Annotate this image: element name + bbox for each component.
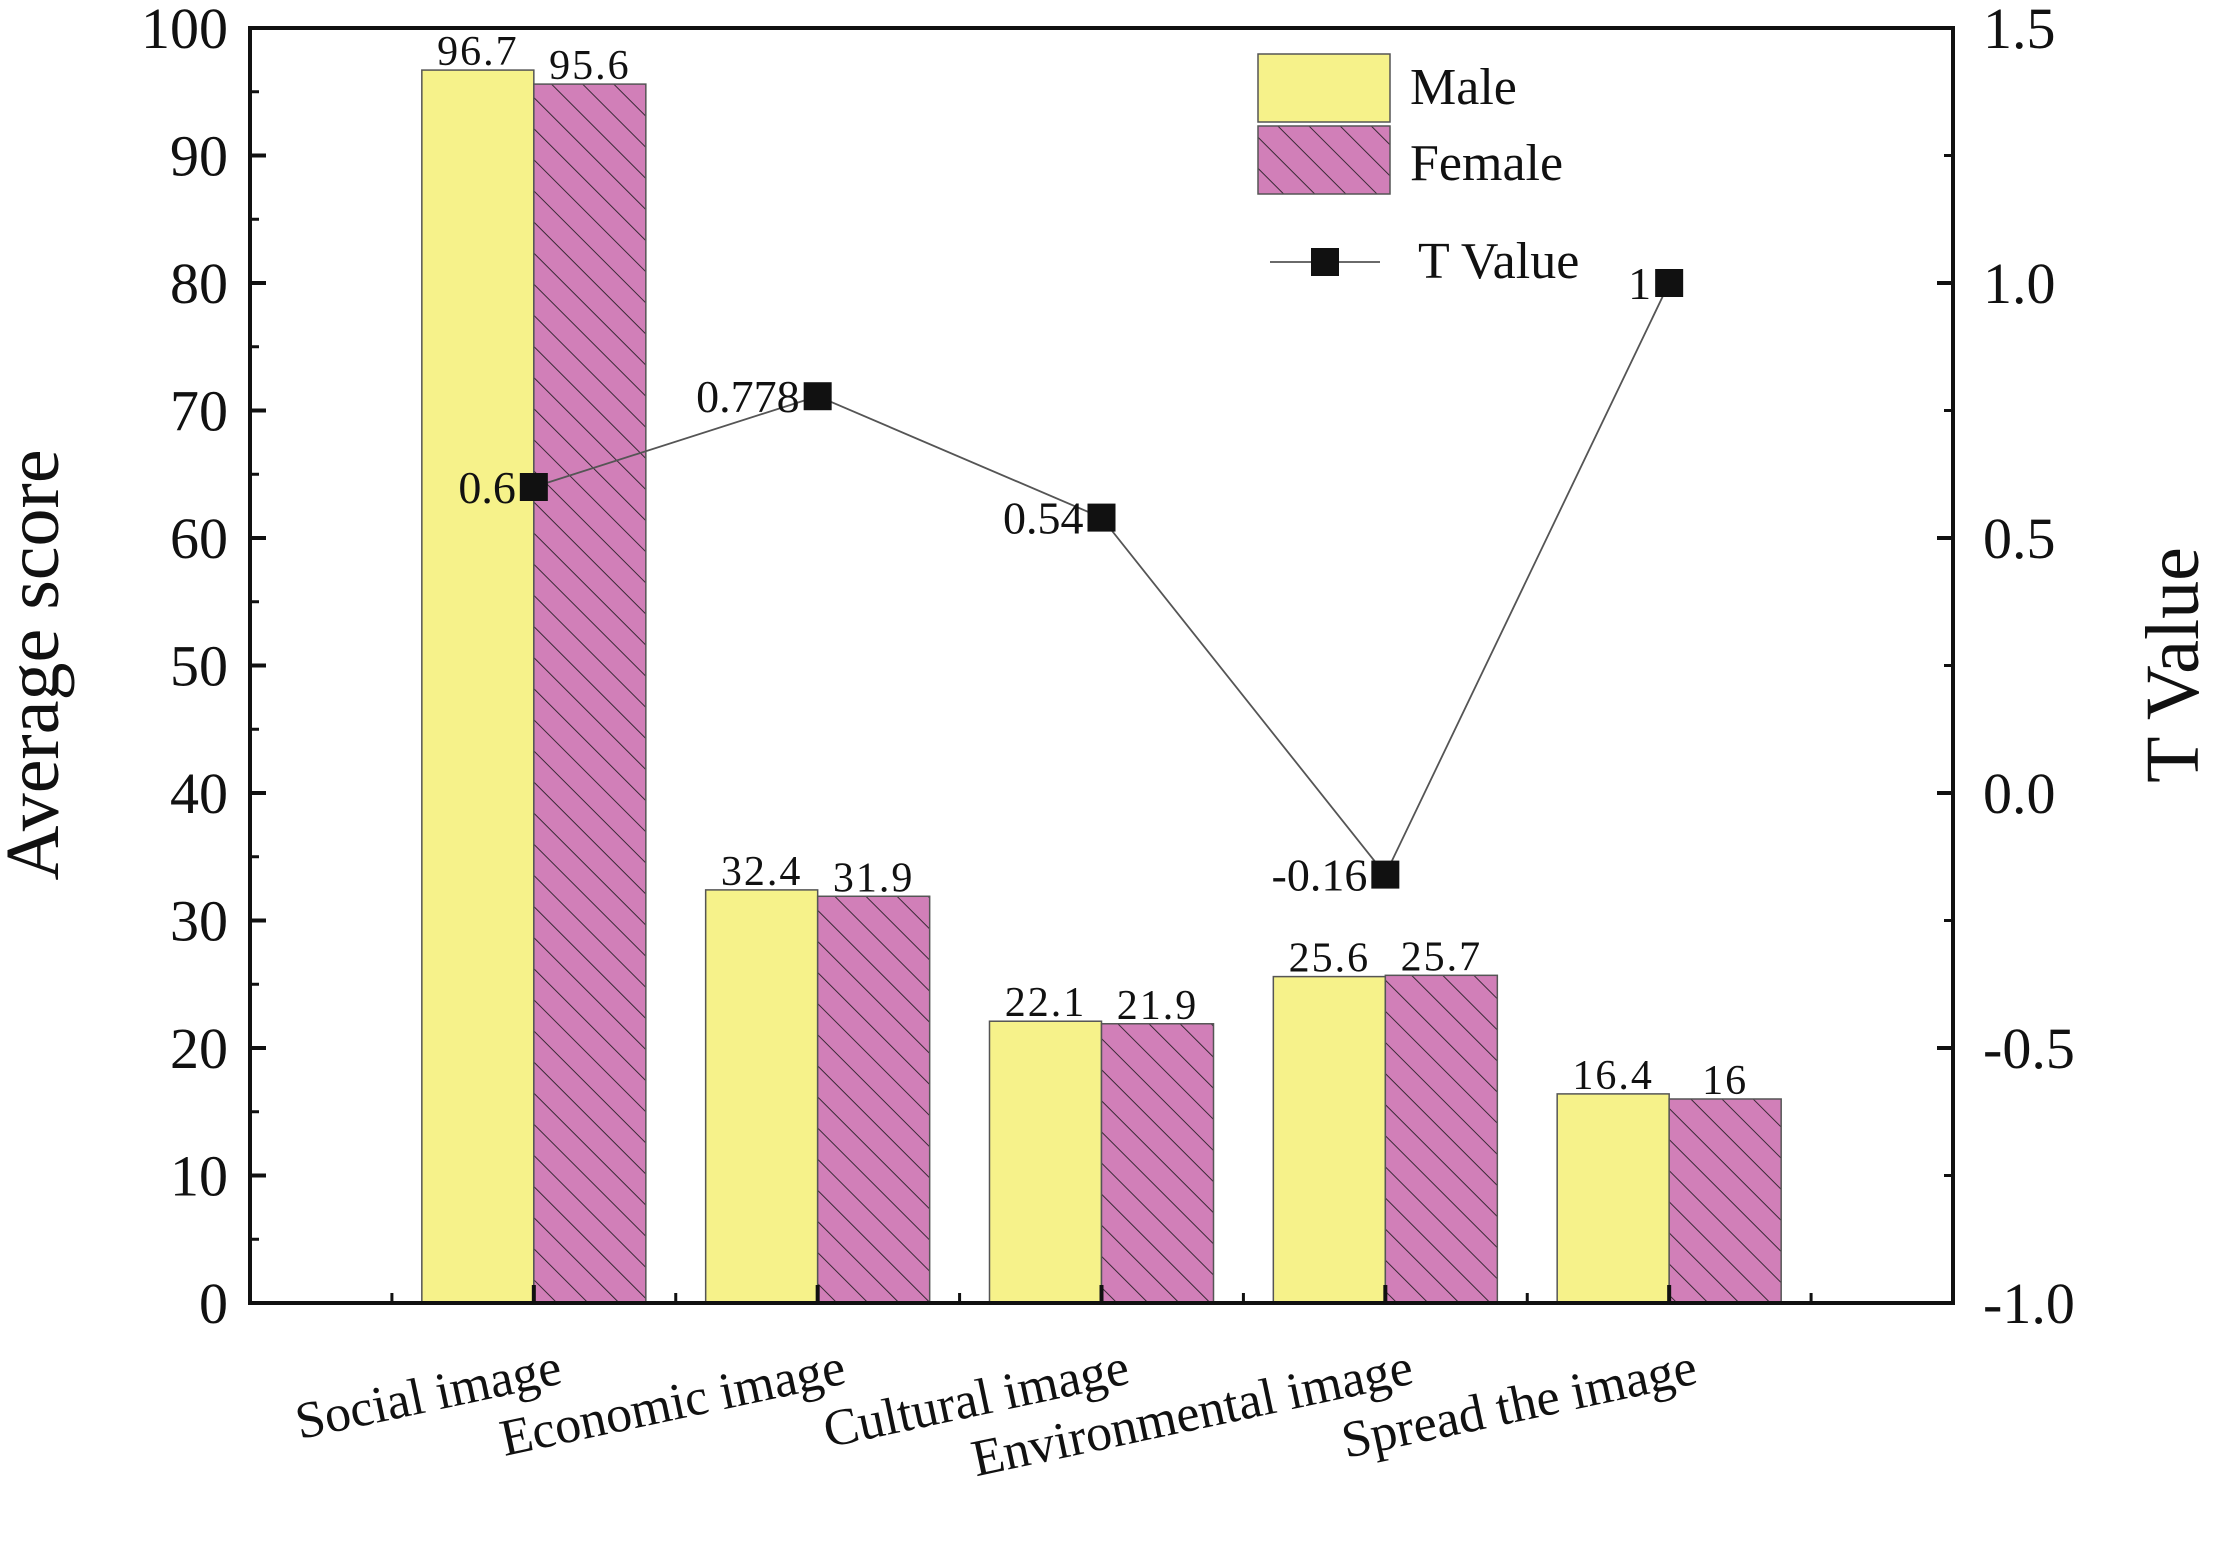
data-label-female-4: 25.7	[1401, 934, 1483, 980]
bar-female-3	[1100, 1023, 1215, 1304]
left-tick-label: 0	[199, 1271, 228, 1336]
t-value-marker-4	[1371, 860, 1400, 889]
left-tick-label: 60	[170, 506, 228, 571]
left-tick-label: 20	[170, 1016, 228, 1081]
bar-female-1	[533, 83, 647, 1304]
bar-male-1	[421, 69, 535, 1304]
legend-label-t-value: T Value	[1418, 233, 1579, 290]
data-label-male-1: 96.7	[437, 29, 519, 75]
bars-layer: 96.7 95.6 32.4 31.9 22.1 21.9 25.6 25.7 16.4 16	[421, 29, 1782, 1304]
t-value-label-3: 0.54	[1003, 493, 1084, 544]
legend-swatch-male	[1257, 53, 1391, 123]
right-tick-label: 0.0	[1983, 761, 2056, 826]
t-value-label-1: 0.6	[458, 462, 516, 513]
bar-male-4	[1272, 975, 1387, 1304]
t-value-marker-2	[803, 382, 832, 411]
bar-female-4	[1384, 974, 1499, 1304]
bar-female-5	[1668, 1098, 1782, 1304]
t-value-line-layer: 0.6 0.778 0.54 -0.16 1	[458, 258, 1684, 901]
bar-male-2	[704, 889, 819, 1304]
right-tick-label: 1.0	[1983, 251, 2056, 316]
y2-axis-title: T Value	[2131, 547, 2215, 783]
data-label-male-2: 32.4	[721, 849, 803, 895]
data-label-male-4: 25.6	[1289, 936, 1371, 982]
data-label-male-3: 22.1	[1005, 980, 1087, 1026]
legend: Male Female T Value	[1257, 53, 1579, 290]
data-label-female-1: 95.6	[549, 43, 631, 89]
legend-swatch-female	[1257, 125, 1391, 195]
data-label-female-5: 16	[1702, 1058, 1748, 1104]
data-label-male-5: 16.4	[1572, 1053, 1654, 1099]
legend-label-male: Male	[1410, 59, 1517, 116]
t-value-label-5: 1	[1628, 258, 1651, 309]
left-tick-label: 90	[170, 124, 228, 189]
data-label-female-2: 31.9	[833, 855, 915, 901]
right-tick-label: -0.5	[1983, 1016, 2075, 1081]
data-label-female-3: 21.9	[1117, 983, 1199, 1029]
bar-male-5	[1556, 1093, 1670, 1304]
right-tick-label: 1.5	[1983, 0, 2056, 61]
axes-layer: 0 10 20 30 40 50 60 70 80 90 100 -1.0 -0.5 0.0 0.5 1.0 1…	[0, 0, 2215, 1488]
bar-male-3	[988, 1020, 1103, 1304]
right-tick-label: 0.5	[1983, 506, 2056, 571]
t-value-marker-3	[1087, 503, 1116, 532]
t-value-label-2: 0.778	[696, 371, 800, 422]
left-tick-label: 70	[170, 379, 228, 444]
left-tick-label: 50	[170, 634, 228, 699]
right-tick-label: -1.0	[1983, 1271, 2075, 1336]
left-tick-label: 80	[170, 251, 228, 316]
t-value-marker-5	[1655, 269, 1684, 297]
left-tick-label: 30	[170, 889, 228, 954]
bar-female-2	[816, 895, 931, 1304]
t-value-marker-1	[519, 473, 548, 501]
left-tick-label: 40	[170, 761, 228, 826]
y-axis-title: Average score	[0, 449, 75, 880]
left-tick-label: 100	[141, 0, 228, 61]
legend-marker-t-value	[1311, 248, 1339, 276]
t-value-label-4: -0.16	[1272, 850, 1368, 901]
legend-label-female: Female	[1410, 135, 1563, 192]
left-tick-label: 10	[170, 1144, 228, 1209]
